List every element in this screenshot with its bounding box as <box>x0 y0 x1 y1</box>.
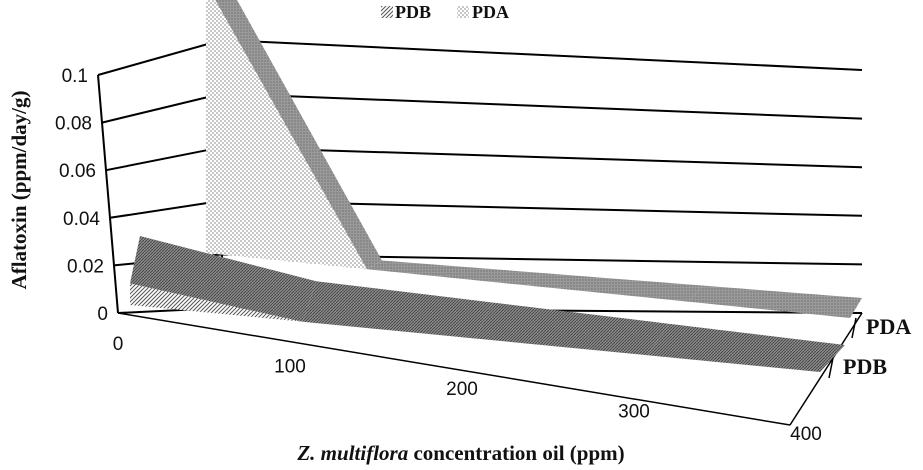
legend-label-pdb: PDB <box>395 2 431 22</box>
y-axis-title: Aflatoxin (ppm/day/g) <box>7 91 31 290</box>
legend-label-pda: PDA <box>472 2 509 22</box>
x-axis-title: Z. multiflora concentration oil (ppm) <box>296 441 624 465</box>
x-axis-title-italic: Z. multiflora <box>296 441 408 465</box>
legend: PDB PDA <box>381 2 509 22</box>
x-tick-label: 100 <box>274 357 306 378</box>
x-tick-label: 200 <box>446 379 478 400</box>
y-tick-label: 0.08 <box>55 114 92 135</box>
depth-label-pda: PDA <box>866 314 911 339</box>
depth-tick <box>828 357 834 379</box>
y-tick-label: 0.1 <box>62 66 88 87</box>
series-pdb-top-segment <box>130 236 317 322</box>
y-tick-label: 0.02 <box>67 256 104 277</box>
x-axis-ticks: 0 100 200 300 400 <box>113 334 822 445</box>
legend-swatch-pdb <box>381 6 393 18</box>
y-tick-label: 0.06 <box>59 161 96 182</box>
floor-right-edge <box>789 312 863 426</box>
series-pdb-top-segment <box>647 323 845 372</box>
series-pda-top-segment <box>528 273 702 302</box>
y-tick-label: 0.04 <box>63 209 100 230</box>
series-pdb-top-segment <box>475 302 669 356</box>
series-pda-face <box>206 0 850 318</box>
x-tick-label: 300 <box>618 402 650 423</box>
series-pda-top-segment <box>367 260 542 286</box>
y-tick-label: 0 <box>97 304 108 325</box>
y-axis-ticks: 0 0.02 0.04 0.06 0.08 0.1 <box>55 66 108 325</box>
legend-swatch-pda <box>457 6 469 18</box>
x-tick-label: 0 <box>113 334 124 355</box>
series-pdb-area <box>130 236 845 372</box>
series-pda-top-segment <box>215 0 382 270</box>
depth-label-pdb: PDB <box>843 354 887 379</box>
series-pda-area <box>206 0 862 318</box>
floor-front-edge <box>117 312 791 426</box>
series-pdb-top-segment <box>302 281 493 339</box>
x-axis-title-rest: concentration oil (ppm) <box>408 441 624 465</box>
depth-axis-labels: PDA PDB <box>828 314 911 379</box>
series-pda-top-segment <box>689 285 862 318</box>
side-wall-edge <box>97 74 119 314</box>
x-tick-label: 400 <box>790 424 822 445</box>
depth-tick <box>851 317 857 339</box>
